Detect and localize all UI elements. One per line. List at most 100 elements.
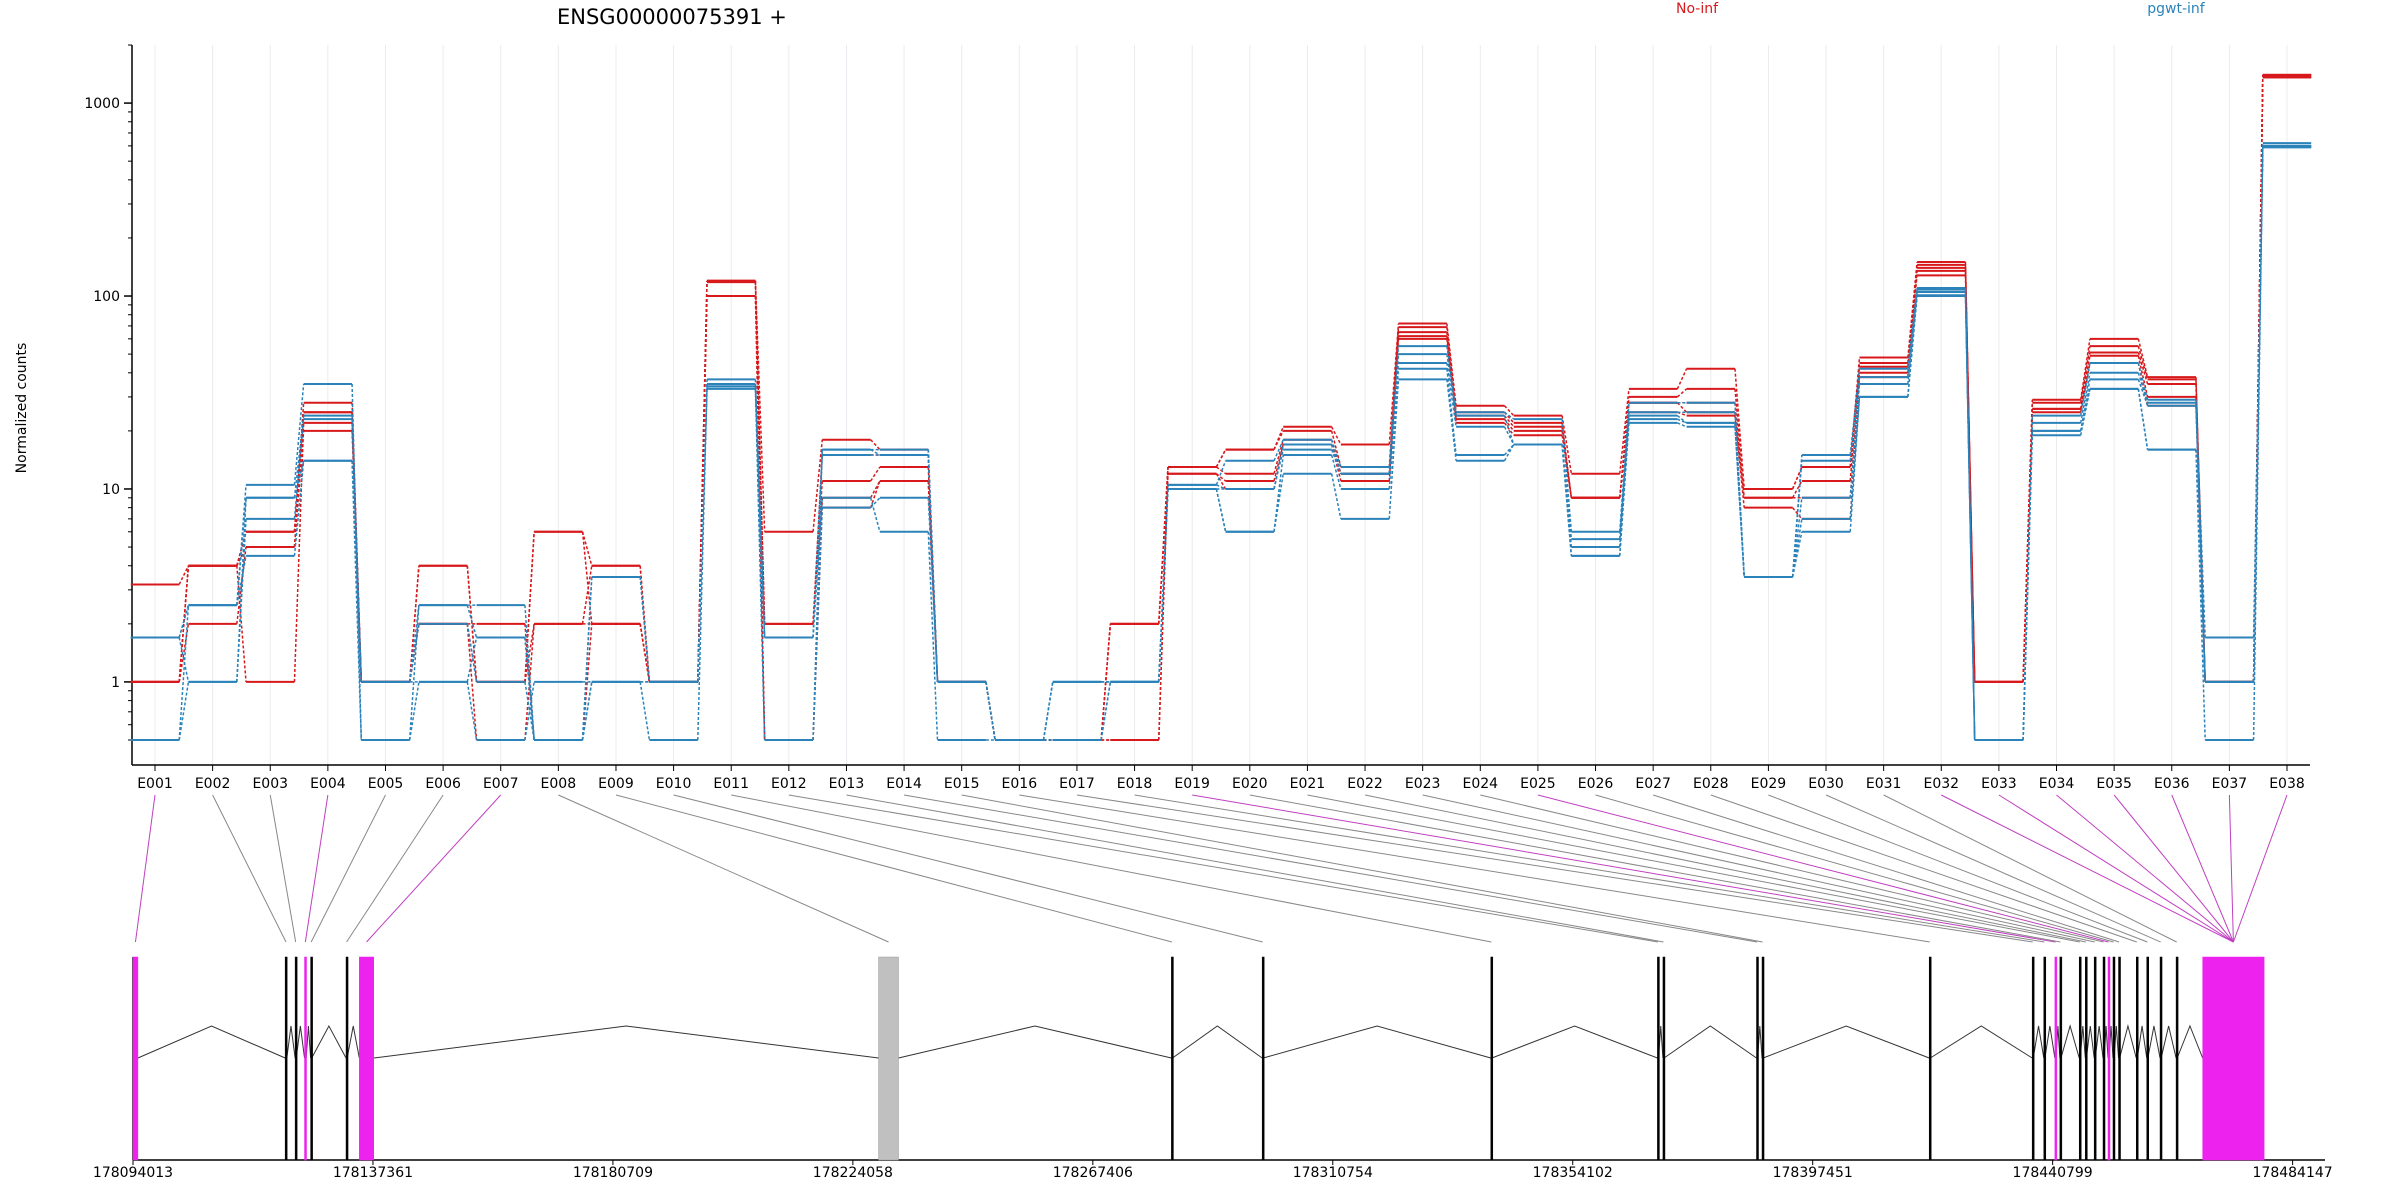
series-connector [927,454,939,682]
x-tick-label: E008 [541,776,577,792]
intron-line [137,1025,286,1059]
y-tick-label: 10 [102,482,120,498]
x-tick-label: E035 [2096,776,2132,792]
series-connector [754,386,766,638]
x-tick-label: E032 [1923,776,1959,792]
series-connector [1042,681,1054,741]
exon-box [2146,956,2150,1161]
exon-box [359,956,374,1161]
x-tick-label: E007 [483,776,519,792]
exon-box [1490,956,1494,1161]
series-connector [1849,396,1861,519]
series-connector [985,681,996,741]
exon-connector [2232,794,2288,943]
exon-connector [366,794,502,943]
exon-connector [2056,794,2234,943]
series-no-inf [130,76,2312,741]
series-connector [812,507,824,741]
x-tick-label: E034 [2039,776,2075,792]
series-pgwt-inf [130,142,2312,741]
x-tick-label: E011 [713,776,749,792]
series-connector [927,497,939,682]
exon-box [2118,956,2121,1161]
series-connector [581,681,593,741]
x-tick-label: E036 [2154,776,2190,792]
series-connector [293,415,305,498]
exon-connector [2228,794,2234,943]
x-tick-label: E038 [2269,776,2305,792]
exon-connector [673,794,1263,943]
x-tick-label: E017 [1059,776,1095,792]
series-connector [178,565,190,585]
series-connector [1561,444,1573,556]
y-tick-label: 1 [111,675,120,691]
series-connector [178,565,190,682]
intron-line [373,1025,879,1059]
series-connector [293,430,305,548]
series-connector [2137,372,2149,403]
series-connector [1100,681,1112,741]
exon-connector [1134,794,2045,943]
series-connector [1215,460,1227,486]
series-connector [1215,449,1227,468]
x-tick-label: E013 [829,776,865,792]
series-connector [351,460,363,741]
x-tick-label: E009 [598,776,634,792]
series-connector [1907,264,1918,373]
series-connector [466,623,478,741]
series-connector [1849,383,1861,498]
series-connector [1676,415,1688,424]
exon-box [1662,956,1666,1161]
exon-box [2112,956,2116,1161]
x-tick-label: E021 [1290,776,1326,792]
series-connector [1330,449,1342,474]
series-no-inf [130,75,2312,741]
exon-connector [961,794,1763,943]
x-tick-label: E015 [944,776,980,792]
series-connector [1446,379,1457,461]
series-connector [351,419,363,682]
exon-box [2202,956,2265,1161]
x-tick-label: E031 [1866,776,1902,792]
x-tick-label: E024 [1463,776,1499,792]
series-connector [2022,435,2034,741]
series-connector [1676,368,1688,390]
x-tick-label: E025 [1520,776,1556,792]
series-connector [1503,422,1515,436]
grid-layer [154,45,2288,765]
intron-line [2176,1024,2204,1059]
coordinate-tick-label: 178094013 [93,1165,173,1181]
coordinate-tick-label: 178310754 [1293,1165,1373,1181]
x-tick-label: E016 [1002,776,1038,792]
series-connector [236,565,247,682]
series-connector [2079,388,2091,436]
legend-label-pgwt-inf: pgwt-inf [2147,1,2206,17]
exon-connector [2113,794,2234,943]
x-tick-label: E029 [1751,776,1787,792]
series-connector [1849,377,1861,461]
series-connector [2079,379,2091,432]
series-connector [1330,426,1342,445]
series-connector [2079,372,2091,424]
exon-connector [1883,794,2177,943]
exon-connector [134,794,156,943]
exon-connector [212,794,287,943]
series-connector [1907,295,1918,397]
exon-connector-layer [134,794,2288,943]
intron-line [1263,1025,1491,1059]
series-connector [1907,291,1918,385]
series-connector [1791,497,1803,578]
coordinate-tick-label: 178484147 [2253,1165,2333,1181]
series-connector [697,282,708,682]
exon-connector [1768,794,2148,943]
series-connector [581,531,593,566]
series-no-inf [130,76,2312,741]
x-tick-label: E026 [1578,776,1614,792]
series-connector [581,623,593,741]
series-connector [178,605,190,741]
exon-connector [1710,794,2137,943]
series-connector [2137,388,2149,450]
series-no-inf [130,73,2312,741]
series-connector [1446,353,1457,416]
